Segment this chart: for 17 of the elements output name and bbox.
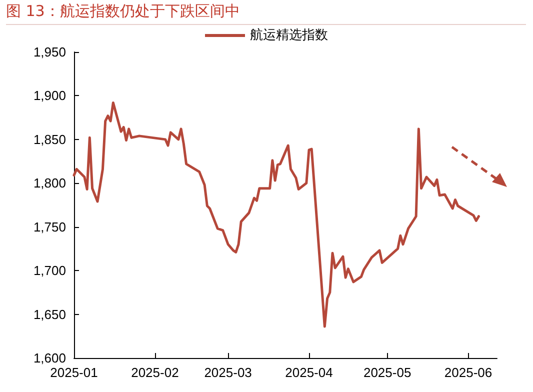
y-tick-label: 1,650 — [33, 306, 66, 322]
y-tick-label: 1,700 — [33, 263, 66, 278]
y-tick-label: 1,750 — [33, 219, 66, 234]
line-series — [72, 101, 480, 328]
x-tick-label: 2025-04 — [285, 365, 333, 380]
x-tick-label: 2025-05 — [363, 365, 412, 380]
legend-label: 航运精选指数 — [250, 28, 328, 43]
chart-title: 图 13：航运指数仍处于下跌区间中 — [6, 2, 526, 25]
x-tick-label: 2025-03 — [204, 365, 252, 380]
y-tick-label: 1,800 — [33, 176, 66, 191]
x-tick-label: 2025-02 — [131, 365, 179, 380]
y-tick-label: 1,900 — [33, 88, 66, 104]
x-tick-label: 2025-01 — [50, 365, 98, 380]
x-tick-label: 2025-06 — [444, 365, 492, 380]
y-tick-label: 1,850 — [33, 132, 66, 147]
y-tick-label: 1,950 — [33, 44, 66, 60]
y-tick-label: 1,600 — [33, 350, 66, 366]
